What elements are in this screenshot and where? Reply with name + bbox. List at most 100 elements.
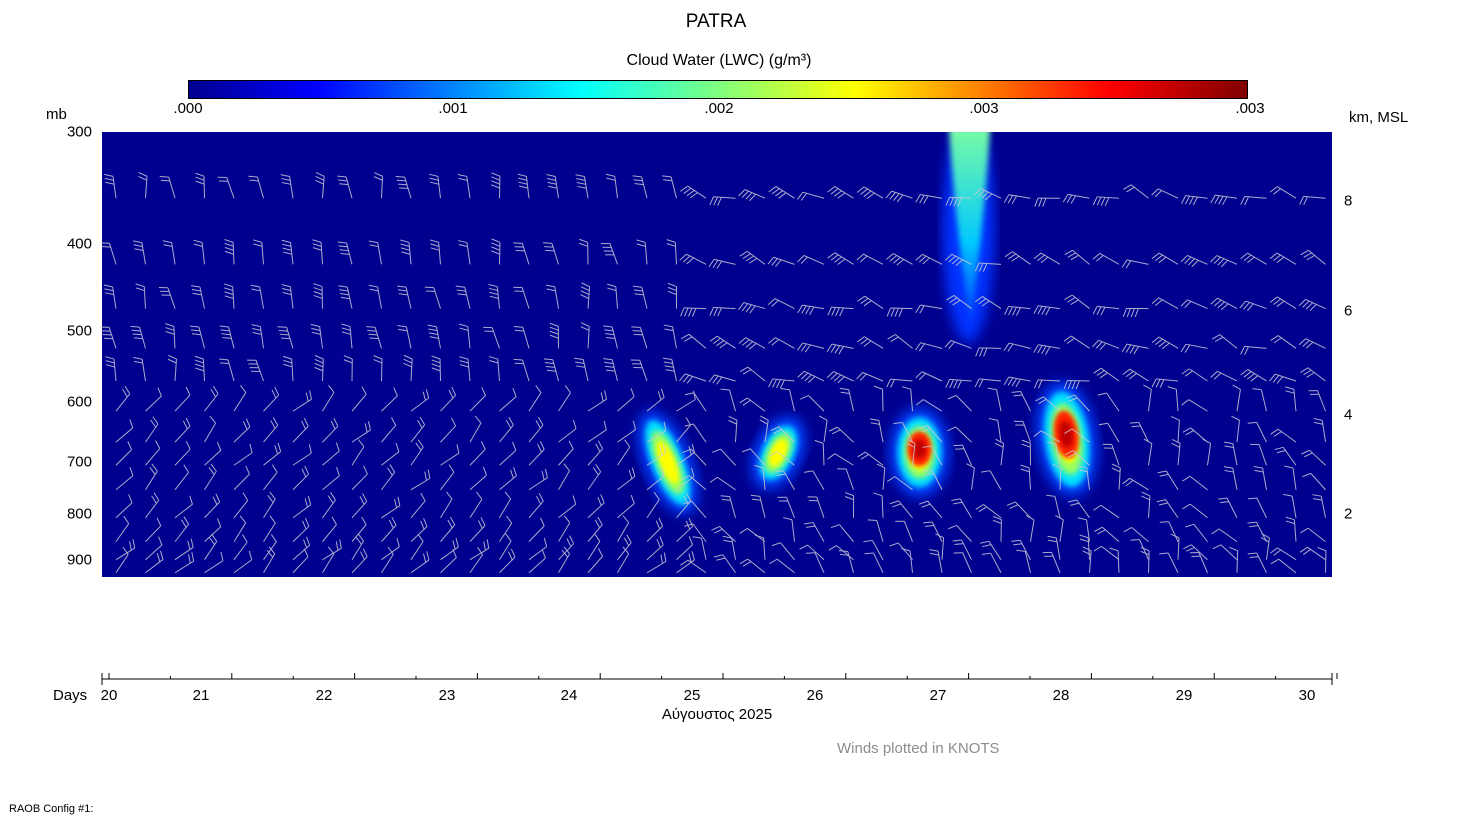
wind-barb (827, 186, 854, 199)
wind-barb (292, 548, 309, 574)
wind-barb (1182, 475, 1208, 491)
wind-barb (440, 549, 457, 574)
wind-barb (528, 441, 545, 466)
wind-barb (684, 392, 707, 412)
wind-barb (646, 517, 664, 542)
wind-barb (1093, 367, 1120, 382)
wind-barb (204, 493, 221, 519)
wind-barb (953, 552, 972, 573)
wind-barb (1210, 255, 1238, 268)
wind-barb (1300, 249, 1326, 265)
wind-barb (617, 534, 632, 561)
cloud-core (1059, 421, 1073, 448)
wind-barb (1182, 503, 1208, 519)
wind-barb (1240, 345, 1267, 355)
wind-barb (829, 426, 854, 443)
wind-barb (115, 419, 134, 443)
wind-barb (1042, 551, 1061, 573)
wind-barb (636, 239, 648, 265)
wind-barb (145, 492, 160, 519)
wind-barb (720, 495, 736, 518)
wind-barb (1270, 335, 1297, 349)
wind-barb (167, 354, 177, 382)
wind-barb (351, 465, 368, 491)
wind-barb (1055, 515, 1064, 542)
wind-barb (1098, 422, 1120, 443)
wind-barb (1317, 546, 1327, 573)
colorbar-title: Cloud Water (LWC) (g/m³) (626, 52, 812, 69)
wind-barb (680, 559, 707, 574)
wind-barb (952, 539, 972, 560)
wind-barb (315, 172, 325, 199)
wind-barb (1064, 294, 1090, 309)
wind-barb (381, 546, 394, 574)
wind-barb (1274, 446, 1297, 466)
wind-barb (857, 295, 884, 309)
wind-barb (546, 174, 559, 199)
wind-barb (906, 438, 916, 466)
wind-barb (679, 253, 707, 265)
wind-barb (410, 389, 430, 412)
wind-barb (739, 366, 766, 382)
wind-barb (709, 306, 736, 317)
wind-barb (1102, 443, 1120, 466)
wind-barb (1301, 449, 1326, 466)
wind-barb (351, 386, 367, 412)
wind-barb (314, 355, 324, 382)
wind-barb (368, 284, 382, 309)
wind-barb (341, 323, 353, 349)
wind-barb (739, 397, 766, 412)
wind-barb (587, 390, 607, 412)
wind-barb (886, 307, 913, 317)
wind-barb (1313, 417, 1326, 443)
wind-barb (631, 326, 648, 349)
wind-barb (712, 448, 736, 466)
wind-barb (1123, 184, 1149, 199)
wind-barb (1033, 430, 1061, 443)
wind-barb (663, 324, 677, 349)
wind-barb (1130, 539, 1149, 560)
wind-barb (322, 516, 337, 542)
wind-barb (754, 534, 766, 560)
wind-barb (204, 551, 224, 574)
wind-barb (1079, 534, 1090, 560)
wind-barb (679, 373, 707, 384)
wind-barb (499, 388, 517, 412)
wind-barb (1151, 378, 1179, 388)
wind-barb (1151, 297, 1179, 310)
wind-barb (1033, 344, 1061, 355)
colorbar-tick: .000 (173, 100, 203, 117)
wind-barb (944, 253, 972, 267)
wind-barb (684, 523, 707, 542)
wind-barb (587, 464, 602, 491)
wind-barb (974, 378, 1002, 388)
wind-barb (165, 323, 176, 349)
wind-barb (558, 495, 577, 519)
wind-barb (827, 252, 854, 265)
wind-barb (869, 418, 884, 443)
wind-barb (1210, 297, 1238, 311)
wind-barb (528, 537, 548, 561)
wind-barb (1269, 547, 1297, 561)
y-tick-label-mb: 900 (66, 551, 92, 569)
wind-barb (1004, 251, 1031, 265)
wind-barb (980, 540, 1002, 560)
wind-barb (1094, 526, 1120, 542)
wind-barb (709, 476, 736, 491)
wind-barb (799, 544, 825, 561)
wind-barb (145, 550, 164, 574)
wind-barb (368, 240, 382, 265)
wind-barb (248, 175, 264, 199)
wind-barb (204, 415, 217, 443)
wind-barb (646, 491, 660, 519)
wind-barb (603, 325, 618, 349)
wind-barb (873, 492, 884, 518)
y-tick-label-mb: 400 (66, 235, 92, 253)
wind-barb (337, 175, 353, 199)
wind-barb (1300, 527, 1326, 543)
wind-barb (1066, 394, 1090, 412)
wind-barb (410, 533, 424, 560)
wind-barb (826, 371, 854, 384)
wind-barb (174, 386, 191, 412)
